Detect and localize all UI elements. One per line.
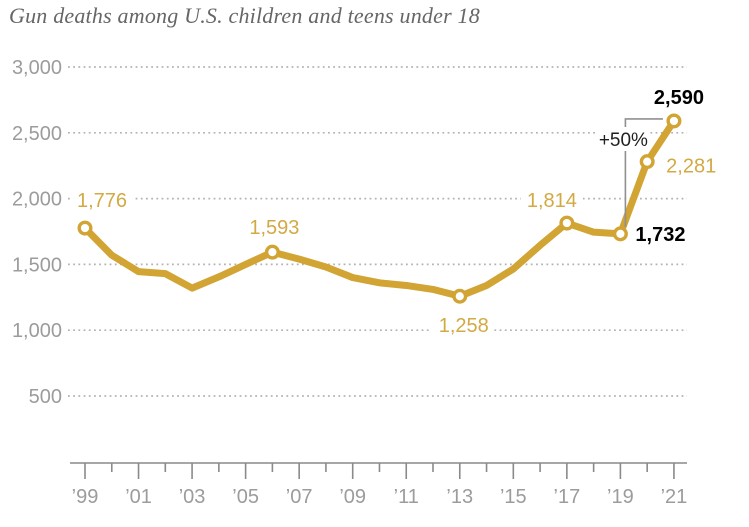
data-point-marker-2019	[612, 226, 628, 242]
data-label-2021: 2,590	[654, 87, 704, 109]
x-axis-tick-label: ’99	[72, 486, 99, 508]
data-label-bg	[430, 314, 492, 335]
annotation-label: +50%	[599, 130, 648, 151]
data-label-2013: 1,258	[439, 315, 489, 337]
y-axis-tick-label: 1,000	[12, 320, 62, 342]
data-label-2006: 1,593	[249, 217, 299, 239]
x-axis-tick-label: ’05	[232, 486, 259, 508]
x-axis-tick-label: ’17	[554, 486, 581, 508]
data-label-2017: 1,814	[527, 190, 577, 212]
data-point-marker-1999	[77, 220, 93, 236]
data-point-marker-2006	[264, 244, 280, 260]
annotation-bracket-line	[624, 118, 663, 227]
y-axis-tick-label: 1,500	[12, 254, 62, 276]
data-label-bg	[521, 189, 583, 210]
x-axis: ’99 ’01 ’03 ’05 ’07 ’09 ’11 ’13 ’15 ’17 ’19 ’21	[70, 462, 688, 508]
y-axis-tick-label: 3,000	[12, 57, 62, 79]
data-label-1999: 1,776	[77, 190, 127, 212]
data-points: 1,776 1,593 1,258 1,814 1,732 2,281 2,590	[71, 87, 716, 337]
x-axis-tick-label: ’01	[125, 486, 152, 508]
x-axis-tick-label: ’13	[446, 486, 473, 508]
data-point-marker-2021	[666, 113, 682, 129]
x-axis-tick-label: ’15	[500, 486, 527, 508]
data-point-marker-2017	[559, 215, 575, 231]
annotation-label-bg	[597, 127, 650, 151]
x-axis-tick-label: ’07	[286, 486, 313, 508]
y-axis-tick-label: 2,000	[12, 189, 62, 211]
data-line	[81, 117, 678, 300]
x-axis-tick-label: ’19	[607, 486, 634, 508]
gridlines: 500 1,000 1,500 2,000 2,500 3,000	[12, 57, 687, 408]
x-axis-tick-label: ’03	[179, 486, 206, 508]
x-axis-tick-label: ’21	[661, 486, 688, 508]
y-axis-tick-label: 2,500	[12, 123, 62, 145]
annotation-plus50: +50%	[597, 118, 663, 227]
chart-title: Gun deaths among U.S. children and teens…	[9, 3, 480, 28]
x-axis-tick-label: ’09	[339, 486, 366, 508]
data-label-2020: 2,281	[666, 156, 716, 178]
data-point-marker-2020	[639, 154, 655, 170]
data-label-bg	[71, 190, 133, 211]
y-axis-tick-label: 500	[29, 386, 62, 408]
x-axis-tick-label: ’11	[394, 486, 419, 508]
data-point-marker-2013	[452, 288, 468, 304]
data-label-2019: 1,732	[635, 224, 685, 246]
